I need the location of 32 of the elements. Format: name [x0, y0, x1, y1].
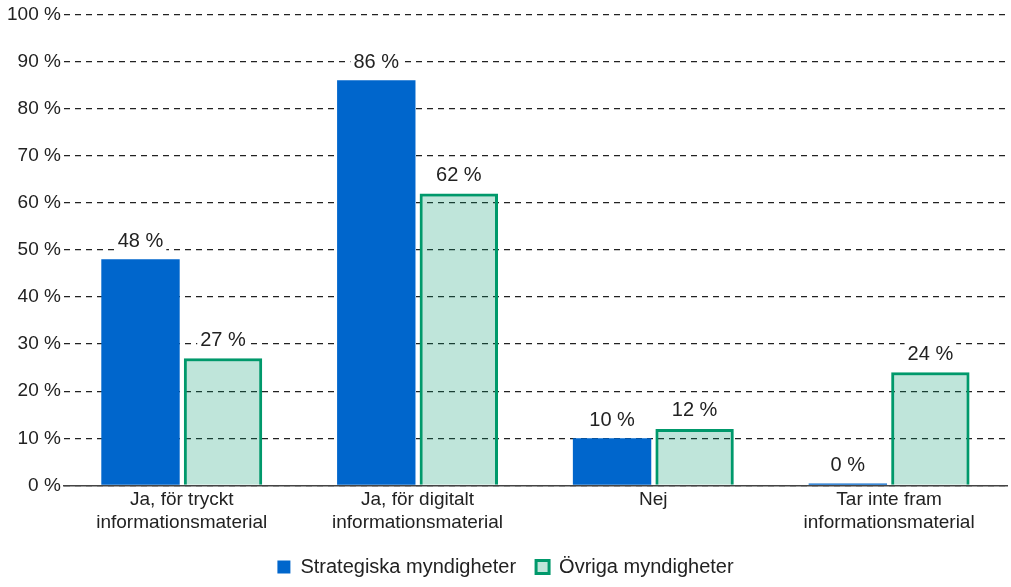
y-tick-label: 20 % — [17, 379, 61, 401]
legend-label: Övriga myndigheter — [559, 554, 734, 577]
bar — [572, 438, 652, 485]
y-tick-label: 90 % — [17, 49, 61, 71]
bar — [183, 358, 263, 485]
y-tick-label: 10 % — [17, 426, 61, 448]
data-label: 0 % — [830, 452, 866, 475]
y-tick-label: 60 % — [17, 191, 61, 213]
bar — [337, 80, 416, 485]
data-label: 27 % — [200, 327, 247, 350]
legend-label: Strategiska myndigheter — [300, 554, 517, 577]
data-label: 10 % — [589, 407, 636, 430]
data-label: 62 % — [436, 162, 482, 185]
data-label: 48 % — [117, 228, 164, 251]
y-tick-label: 30 % — [17, 332, 61, 354]
x-tick-label: Ja, för tryckt informationsmaterial — [96, 488, 268, 532]
bar — [419, 193, 499, 485]
data-label: 24 % — [907, 341, 954, 364]
y-tick-label: 40 % — [17, 285, 61, 307]
bar — [891, 372, 970, 485]
y-tick-label: 80 % — [17, 96, 61, 118]
y-tick-label: 0 % — [28, 473, 61, 495]
y-tick-label: 50 % — [17, 238, 61, 260]
bar — [101, 259, 180, 485]
x-tick-label: Ja, för digitalt informationsmaterial — [332, 488, 504, 532]
y-tick-label: 100 % — [7, 2, 61, 24]
x-tick-label: Nej — [639, 488, 668, 510]
y-tick-label: 70 % — [17, 143, 61, 165]
bar — [655, 428, 734, 485]
x-tick-label: Tar inte fram informationsmaterial — [803, 488, 975, 532]
data-label: 12 % — [671, 398, 718, 421]
data-label: 86 % — [353, 49, 400, 72]
